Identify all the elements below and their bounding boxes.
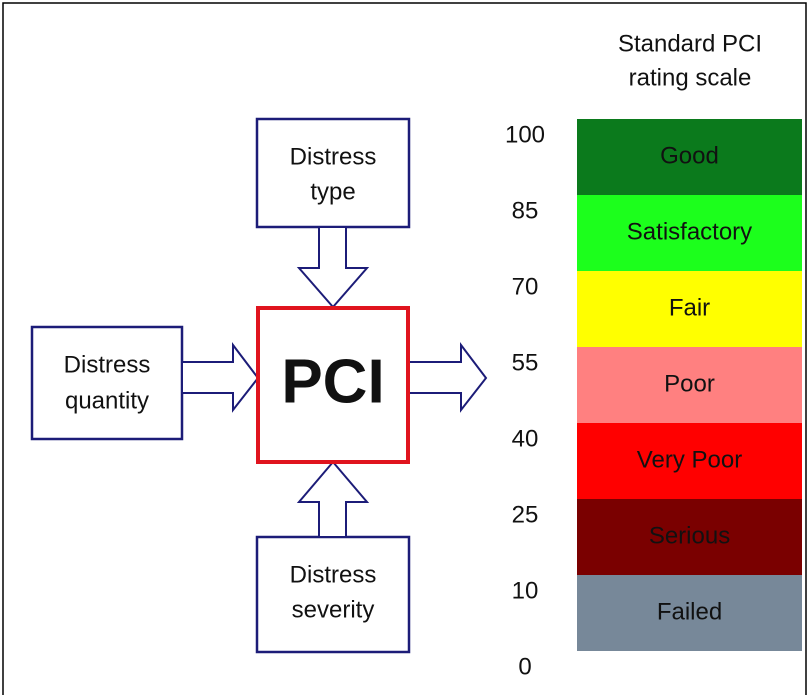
severity-box [255, 535, 411, 654]
severity-line: Distress [290, 561, 377, 588]
band-label: Failed [657, 598, 722, 625]
scale-tick: 70 [512, 273, 539, 300]
quantity-line: Distress [64, 351, 151, 378]
scale-band [577, 347, 802, 423]
scale-tick: 0 [518, 653, 531, 680]
scale-title: rating scale [629, 64, 752, 91]
scale-tick: 10 [512, 577, 539, 604]
band-label: Satisfactory [627, 218, 752, 245]
scale-tick: 25 [512, 501, 539, 528]
scale-band [577, 119, 802, 195]
severity-line: severity [292, 596, 375, 623]
scale-band [577, 499, 802, 575]
band-label: Good [660, 142, 719, 169]
arrow-right [181, 342, 260, 413]
arrow-up [296, 460, 370, 538]
scale-title: Standard PCI [618, 30, 762, 57]
band-label: Serious [649, 522, 730, 549]
scale-band [577, 195, 802, 271]
scale-tick: 40 [512, 425, 539, 452]
type-box [255, 117, 411, 229]
scale-tick: 85 [512, 197, 539, 224]
arrow-out [407, 342, 488, 413]
arrow-down [296, 226, 370, 309]
band-label: Poor [664, 370, 715, 397]
type-line: Distress [290, 143, 377, 170]
pci-label: PCI [281, 347, 384, 416]
pci-box [256, 306, 410, 464]
scale-band [577, 271, 802, 347]
scale-band [577, 423, 802, 499]
scale-tick: 100 [505, 121, 545, 148]
scale-tick: 55 [512, 349, 539, 376]
quantity-line: quantity [65, 387, 149, 414]
scale-band [577, 575, 802, 651]
quantity-box [30, 325, 184, 441]
band-label: Very Poor [637, 446, 742, 473]
band-label: Fair [669, 294, 710, 321]
type-line: type [310, 178, 355, 205]
